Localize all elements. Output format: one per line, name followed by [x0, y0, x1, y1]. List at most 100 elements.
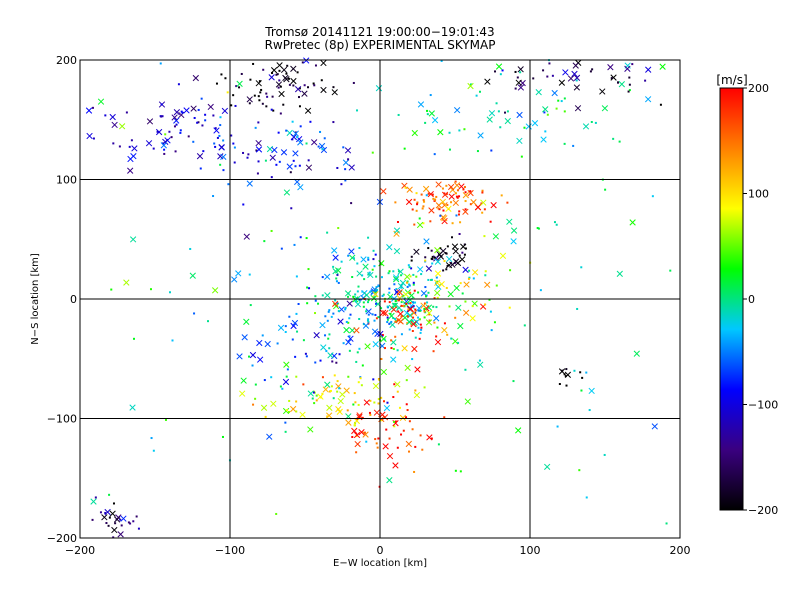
y-tick-label-0: −200 [47, 532, 77, 545]
point-dot-5-153 [373, 265, 376, 268]
point-dot-15-37 [439, 214, 442, 217]
point-cross-2-68 [292, 130, 299, 137]
point-dot-5-27 [371, 313, 374, 316]
x-tick-label-4: 200 [670, 544, 691, 557]
point-dot-1-10 [204, 119, 207, 122]
point-dot-7-24 [254, 397, 257, 400]
point-dot-5-140 [432, 305, 435, 308]
point-dot-3-33 [422, 205, 425, 208]
point-dot-3-21 [454, 192, 457, 195]
point-cross-2-8 [305, 164, 313, 171]
point-cross-1-47 [85, 107, 93, 114]
point-cross-1-25 [173, 109, 181, 116]
point-dot-5-233 [426, 301, 429, 304]
point-dot-5-2 [424, 286, 427, 289]
point-dot-6-27 [405, 302, 408, 305]
point-dot-11-31 [455, 214, 458, 217]
point-cross-2-32 [246, 180, 253, 187]
point-dot-15-139 [219, 163, 222, 166]
point-dot-3-80 [422, 199, 425, 202]
point-dot-7-57 [326, 415, 329, 418]
point-dot-7-44 [264, 415, 267, 418]
point-cross-11-4 [431, 117, 439, 124]
point-dot-7-32 [328, 390, 331, 393]
point-dot-15-94 [251, 364, 254, 367]
point-dot-8-15 [405, 403, 408, 406]
point-dot-5-180 [284, 330, 287, 333]
point-dot-13-39 [471, 305, 474, 308]
point-dot-5-23 [330, 315, 333, 318]
point-cross-5-185 [399, 279, 407, 287]
point-dot-15-98 [164, 133, 167, 136]
point-cross-7-68 [335, 406, 342, 413]
colorbar-tick-label-4: −200 [748, 504, 778, 517]
point-dot-0-13 [276, 73, 279, 76]
point-dot-2-34 [254, 126, 257, 129]
point-dot-11-46 [458, 129, 461, 132]
point-cross-7-1 [289, 405, 297, 413]
point-dot-15-82 [327, 337, 330, 340]
point-dot-0-6 [275, 73, 278, 76]
point-dot-15-159 [431, 262, 434, 265]
point-dot-8-47 [419, 434, 422, 437]
point-dot-15-60 [396, 349, 399, 352]
point-cross-11-36 [516, 111, 523, 119]
point-dot-0-31 [220, 73, 223, 76]
point-dot-3-51 [481, 211, 484, 214]
point-cross-1-37 [109, 113, 116, 121]
point-dot-5-86 [412, 281, 415, 284]
point-cross-5-104 [327, 352, 334, 359]
point-dot-5-179 [280, 247, 283, 250]
point-dot-5-95 [435, 276, 438, 279]
point-dot-5-217 [386, 318, 389, 321]
point-dot-15-126 [305, 237, 308, 240]
point-cross-3-57 [439, 198, 446, 206]
point-dot-11-58 [628, 89, 631, 92]
point-dot-15-169 [335, 277, 338, 280]
x-axis-label: E−W location [km] [333, 558, 427, 569]
point-dot-3-42 [454, 180, 457, 183]
point-dot-2-45 [222, 169, 225, 172]
point-cross-1-43 [162, 138, 169, 146]
point-cross-15-133 [588, 387, 595, 395]
point-cross-5-97 [363, 291, 370, 299]
point-dot-5-138 [386, 321, 389, 324]
point-cross-13-21 [372, 291, 379, 298]
point-dot-15-55 [450, 337, 453, 340]
point-dot-8-20 [413, 470, 416, 473]
point-cross-15-64 [307, 390, 314, 397]
point-cross-1-4 [146, 118, 154, 125]
point-cross-5-34 [415, 305, 423, 312]
point-cross-3-29 [474, 204, 482, 211]
point-cross-5-55 [380, 335, 387, 343]
point-cross-7-5 [299, 411, 306, 418]
point-dot-1-22 [214, 145, 217, 148]
y-tick-label-1: −100 [47, 413, 77, 426]
point-dot-13-13 [495, 284, 498, 287]
point-dot-15-42 [365, 440, 368, 443]
point-dot-13-18 [436, 296, 439, 299]
point-dot-2-52 [291, 120, 294, 123]
point-dot-3-9 [438, 208, 441, 211]
point-cross-5-115 [386, 244, 393, 251]
point-dot-15-20 [425, 295, 428, 298]
point-dot-5-225 [314, 299, 317, 302]
point-dot-9-4 [558, 383, 561, 386]
point-dot-3-28 [437, 207, 440, 210]
point-dot-7-54 [353, 424, 356, 427]
point-cross-7-41 [337, 397, 344, 405]
point-dot-5-84 [403, 297, 406, 300]
point-dot-15-131 [585, 371, 588, 374]
point-cross-0-49 [255, 80, 262, 87]
point-dot-2-59 [246, 156, 249, 159]
point-cross-14-20 [241, 334, 248, 341]
point-dot-15-141 [580, 266, 583, 269]
colorbar-tick-label-3: −100 [748, 399, 778, 412]
point-cross-12-11 [610, 74, 617, 81]
point-cross-5-210 [404, 364, 411, 371]
point-dot-13-22 [424, 259, 427, 262]
point-dot-15-128 [348, 349, 351, 352]
point-dot-5-19 [358, 318, 361, 321]
point-dot-5-75 [420, 328, 423, 331]
point-dot-15-40 [412, 273, 415, 276]
